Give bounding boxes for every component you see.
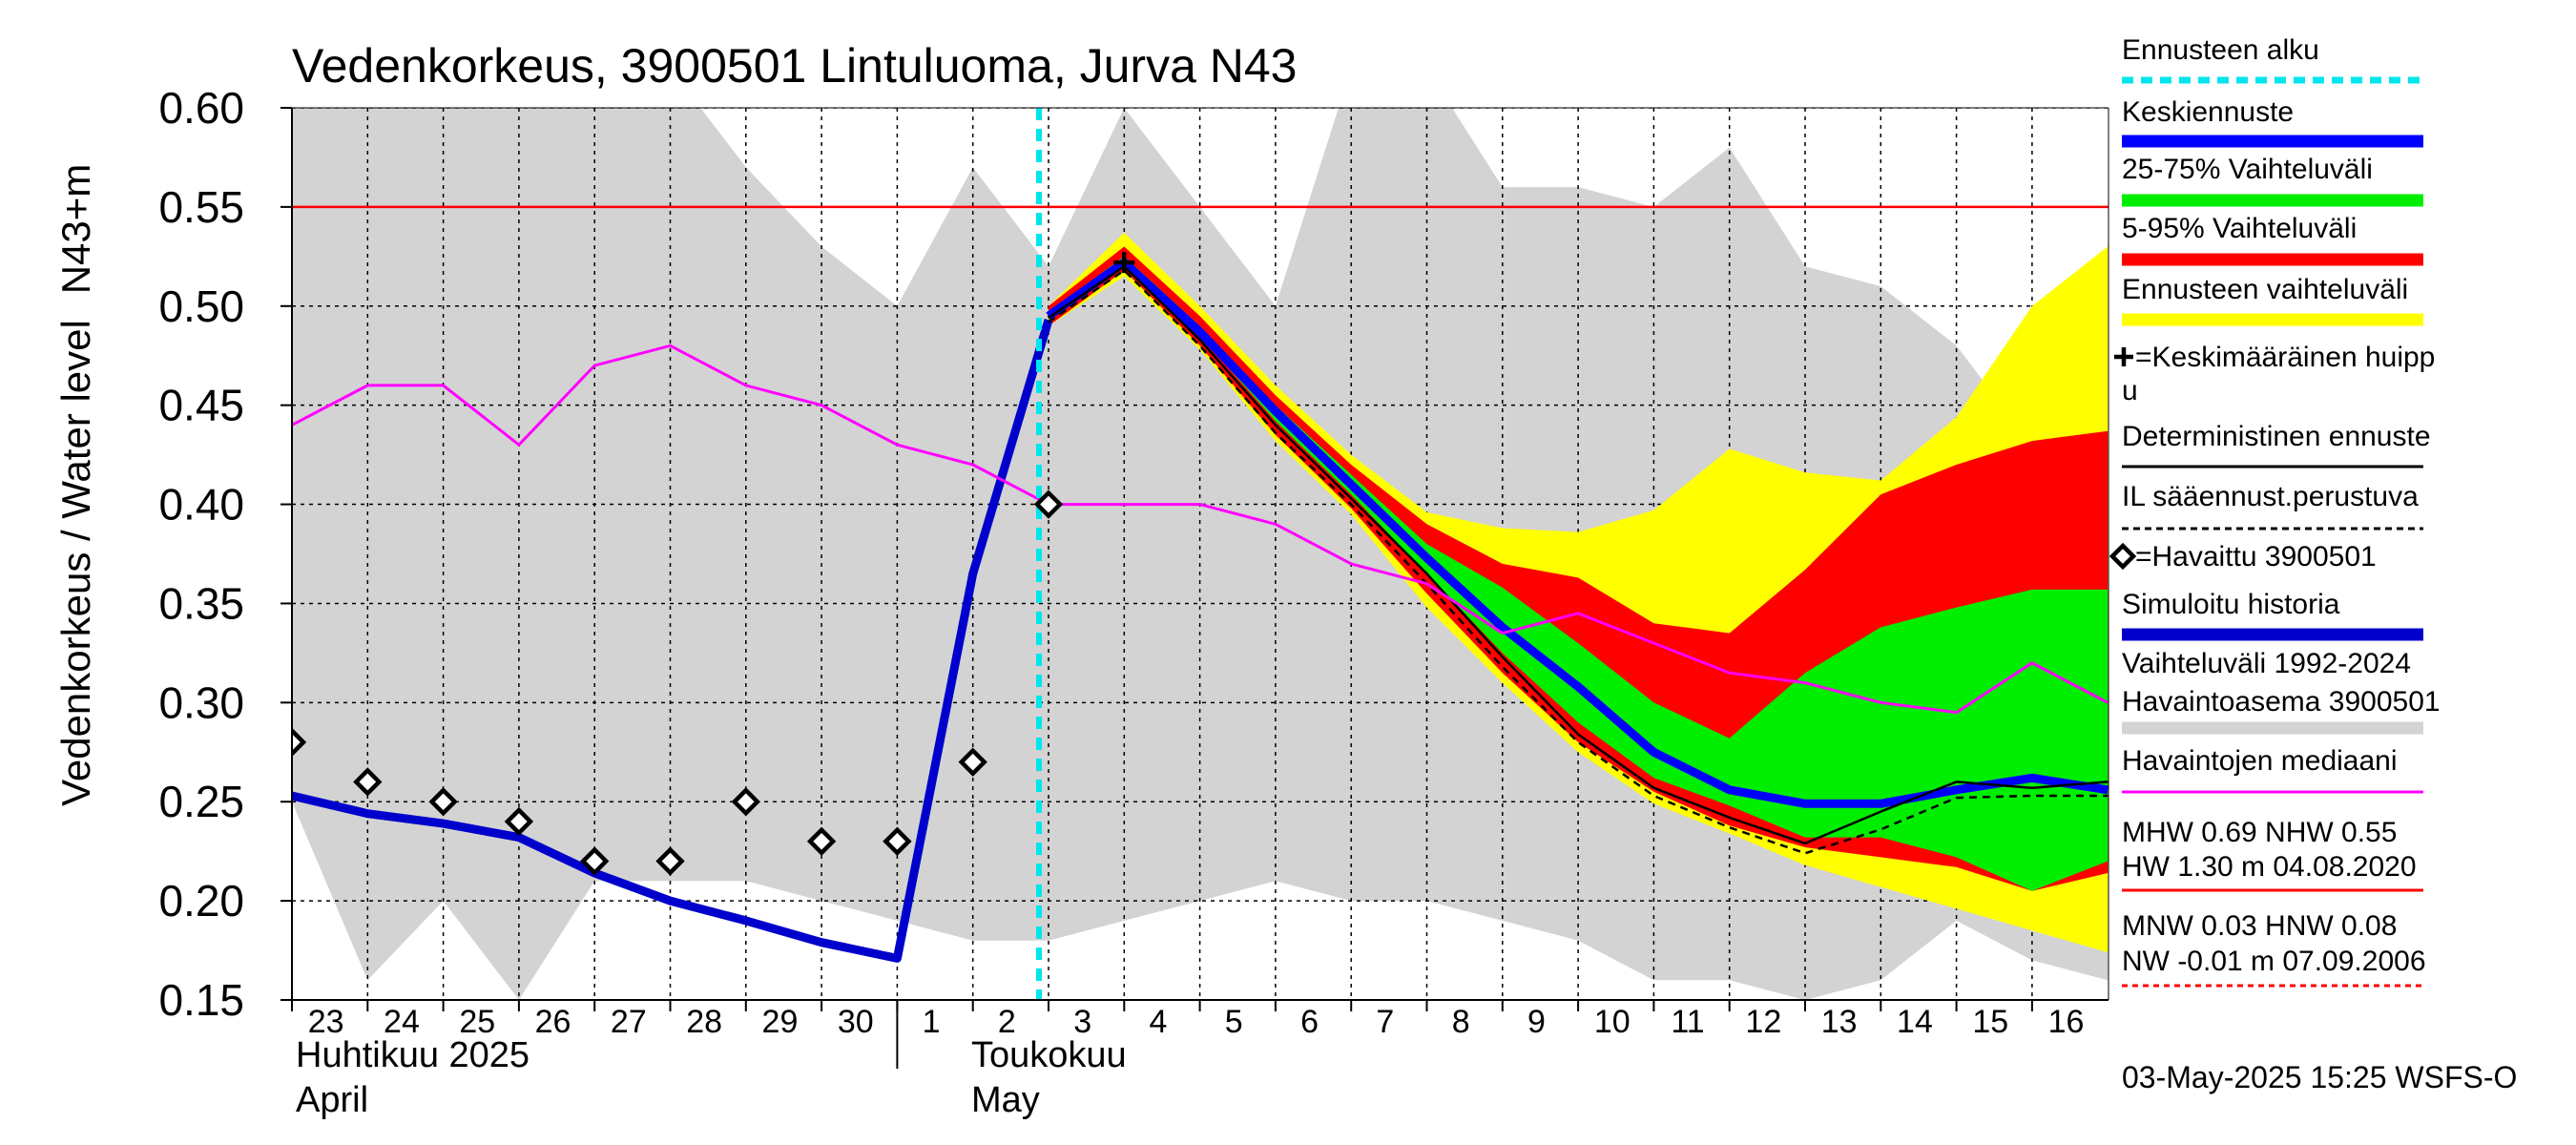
observed-point — [883, 826, 912, 856]
mean-peak-marker — [1113, 252, 1135, 274]
x-tick-label: 23 — [308, 1004, 344, 1040]
x-tick-label: 15 — [1972, 1004, 2008, 1040]
month-label-april-en: April — [296, 1080, 368, 1120]
x-tick-label: 11 — [1671, 1004, 1704, 1040]
x-tick-label: 14 — [1897, 1004, 1933, 1040]
chart-title: Vedenkorkeus, 3900501 Lintuluoma, Jurva … — [292, 39, 1298, 93]
observed-point — [353, 767, 383, 797]
legend-label: Deterministinen ennuste — [2122, 421, 2431, 452]
y-axis-unit-label: N43+m — [53, 164, 98, 295]
observed-point — [1033, 489, 1064, 519]
y-tick-label: 0.30 — [158, 677, 244, 727]
x-tick-label: 3 — [1073, 1004, 1091, 1040]
month-label-may-fi: Toukokuu — [971, 1035, 1127, 1075]
legend-label-cont: u — [2122, 375, 2138, 406]
legend-label: =Havaittu 3900501 — [2135, 541, 2377, 572]
x-tick-label: 25 — [459, 1004, 495, 1040]
y-tick-label: 0.40 — [158, 480, 244, 530]
x-tick-label: 30 — [838, 1004, 874, 1040]
month-label-may-en: May — [971, 1080, 1040, 1120]
legend-label: 5-95% Vaihteluväli — [2122, 213, 2357, 244]
legend-label-cont: Havaintoasema 3900501 — [2122, 686, 2441, 718]
legend-stats-hw: HW 1.30 m 04.08.2020 — [2122, 851, 2417, 883]
legend-label: 25-75% Vaihteluväli — [2122, 154, 2373, 185]
observed-point — [580, 846, 610, 876]
legend: Ennusteen alku Keskiennuste 25-75% Vaihtel… — [2109, 34, 2441, 988]
x-tick-label: 9 — [1527, 1004, 1546, 1040]
x-tick-label: 2 — [998, 1004, 1016, 1040]
series-line-deterministinen-ennuste — [1048, 264, 2109, 845]
observed-point — [655, 846, 685, 876]
plot-area — [292, 108, 2109, 1000]
legend-label: Ennusteen alku — [2122, 34, 2319, 66]
legend-label: Keskiennuste — [2122, 96, 2294, 128]
legend-stats-mhw: MHW 0.69 NHW 0.55 — [2122, 817, 2397, 848]
legend-label: Vaihteluväli 1992-2024 — [2122, 648, 2411, 679]
band-25-75 — [1049, 256, 2109, 891]
x-tick-label: 28 — [686, 1004, 722, 1040]
x-tick-label: 26 — [535, 1004, 571, 1040]
x-tick-label: 7 — [1376, 1004, 1394, 1040]
observed-point — [504, 806, 534, 837]
legend-label: Ennusteen vaihteluväli — [2122, 274, 2408, 305]
x-tick-label: 8 — [1452, 1004, 1470, 1040]
legend-stats-mnw: MNW 0.03 HNW 0.08 — [2122, 910, 2397, 942]
observed-point — [292, 727, 307, 758]
legend-diamond-icon — [2109, 542, 2137, 571]
series-line-keskiennuste — [1046, 258, 2109, 808]
x-tick-label: 24 — [384, 1004, 420, 1040]
x-tick-label: 12 — [1745, 1004, 1781, 1040]
y-tick-label: 0.15 — [158, 975, 244, 1025]
x-tick-label: 6 — [1300, 1004, 1319, 1040]
legend-label: =Keskimääräinen huipp — [2135, 342, 2435, 373]
x-tick-label: 29 — [762, 1004, 799, 1040]
series-line-simuloitu-historia — [292, 319, 1053, 963]
y-tick-label: 0.50 — [158, 281, 244, 331]
y-tick-label: 0.55 — [158, 182, 244, 232]
observed-point — [958, 747, 987, 777]
observed-point — [428, 787, 458, 817]
y-tick-label: 0.25 — [158, 777, 244, 826]
x-tick-label: 16 — [2048, 1004, 2085, 1040]
x-tick-label: 10 — [1594, 1004, 1631, 1040]
legend-stats-nw: NW -0.01 m 07.09.2006 — [2122, 946, 2426, 977]
series-line-havaintojen-mediaani — [292, 344, 2109, 715]
month-label-april-fi: Huhtikuu 2025 — [296, 1035, 530, 1075]
y-tick-label: 0.45 — [158, 381, 244, 430]
y-tick-label: 0.20 — [158, 876, 244, 926]
x-tick-label: 27 — [611, 1004, 647, 1040]
x-tick-label: 1 — [923, 1004, 941, 1040]
y-axis-label: Vedenkorkeus / Water level — [53, 320, 98, 806]
axes: 0.60 0.55 0.50 0.45 0.40 0.35 0.30 0.25 0.20 0.15… — [158, 83, 2109, 1069]
y-tick-label: 0.35 — [158, 578, 244, 628]
x-tick-label: 13 — [1821, 1004, 1858, 1040]
observed-point — [731, 787, 760, 817]
observed-point — [806, 826, 837, 856]
x-tick-label: 4 — [1149, 1004, 1167, 1040]
legend-label: IL sääennust.perustuva — [2122, 481, 2419, 512]
legend-label: Havaintojen mediaani — [2122, 745, 2398, 777]
x-tick-label: 5 — [1225, 1004, 1243, 1040]
y-tick-label: 0.60 — [158, 83, 244, 133]
legend-plus-icon — [2114, 347, 2133, 366]
footer-timestamp: 03-May-2025 15:25 WSFS-O — [2122, 1060, 2517, 1094]
legend-label: Simuloitu historia — [2122, 589, 2340, 620]
